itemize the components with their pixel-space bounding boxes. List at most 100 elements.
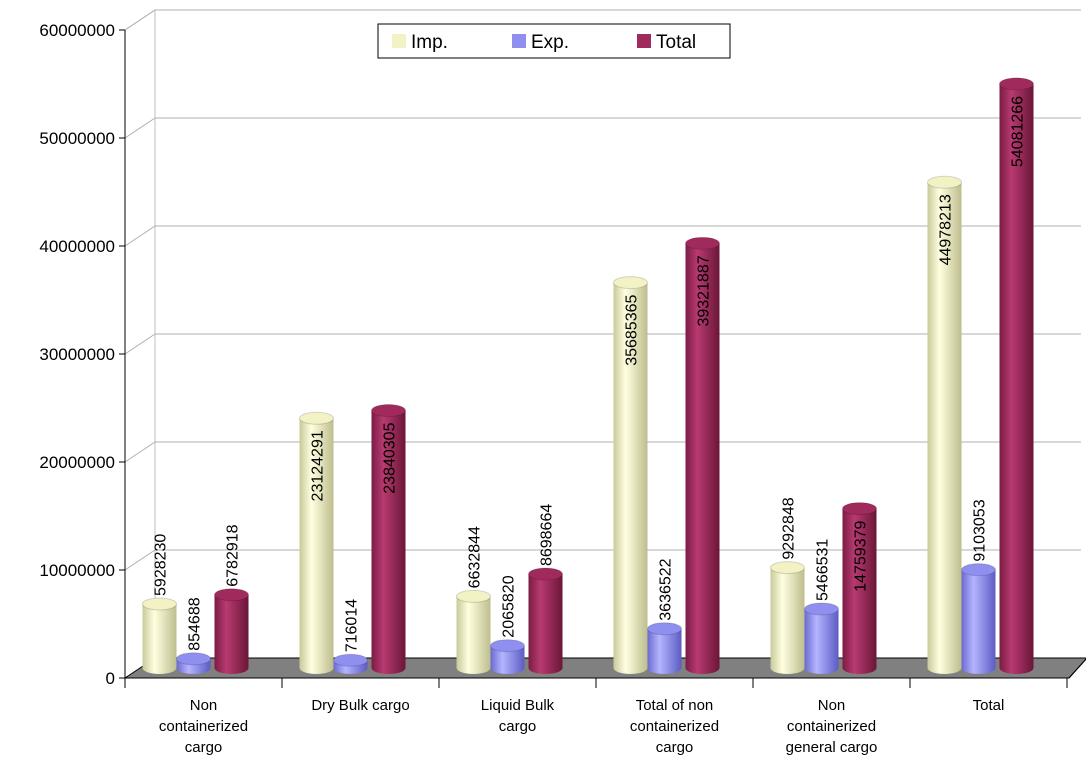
bar [961, 563, 996, 674]
bar-top [999, 77, 1034, 91]
bar [647, 622, 682, 674]
bar-top [804, 602, 839, 616]
bar-body [647, 628, 682, 674]
gridlines [124, 9, 1081, 571]
data-label: 8698664 [539, 504, 556, 566]
bar-body [685, 243, 720, 675]
category-label: Dry Bulk cargo [311, 697, 409, 714]
bar-top [490, 639, 525, 653]
bar-top [371, 404, 406, 418]
bar [927, 175, 962, 675]
legend: Imp. Exp. Total [377, 23, 731, 59]
bar [299, 411, 334, 674]
bar-body [961, 569, 996, 674]
category-label: Total [973, 697, 1005, 714]
bar-top [770, 561, 805, 575]
category-label: Liquid Bulk cargo [481, 697, 555, 735]
data-labels: 5928230 854688 6782918 23124291 716014 238403… [153, 96, 1027, 652]
bar [804, 602, 839, 674]
y-tick-label: 50000000 [39, 129, 115, 148]
data-label: 3636522 [658, 558, 675, 620]
bar [528, 567, 563, 674]
bar-top [456, 589, 491, 603]
bar-body [528, 574, 563, 674]
bar-top [528, 567, 563, 581]
bar [176, 652, 211, 674]
bar-top [685, 236, 720, 250]
data-label: 5928230 [153, 534, 170, 596]
bar-top [961, 563, 996, 577]
legend-swatch [637, 34, 651, 48]
bar-body [142, 603, 177, 674]
data-label: 9292848 [781, 497, 798, 559]
data-label: 39321887 [696, 255, 713, 326]
bar-body [214, 594, 249, 674]
category-label: Non containerized cargo [159, 697, 248, 756]
bars [142, 77, 1034, 675]
gridline [124, 333, 1081, 355]
bar-top [647, 622, 682, 636]
bar-top [333, 653, 368, 667]
bar-top [214, 588, 249, 602]
bar-body [371, 410, 406, 674]
y-tick-label: 60000000 [39, 21, 115, 40]
legend-label: Exp. [531, 32, 569, 53]
data-label: 23840305 [382, 422, 399, 493]
y-tick-label: 10000000 [39, 561, 115, 580]
bar-top [299, 411, 334, 425]
bar [333, 653, 368, 674]
legend-label: Total [656, 32, 696, 53]
legend-swatch [512, 34, 526, 48]
legend-label: Imp. [411, 32, 448, 53]
data-label: 35685365 [624, 294, 641, 365]
category-label: Non containerized general cargo [786, 697, 878, 756]
y-tick-label: 0 [106, 669, 115, 688]
data-label: 854688 [187, 597, 204, 650]
bar-body [999, 83, 1034, 675]
data-label: 6782918 [225, 524, 242, 586]
legend-box [377, 23, 731, 59]
data-label: 23124291 [310, 430, 327, 501]
gridline [124, 441, 1081, 463]
y-tick-label: 30000000 [39, 345, 115, 364]
data-label: 6632844 [467, 526, 484, 588]
data-label: 54081266 [1010, 96, 1027, 167]
bar-body [804, 608, 839, 674]
bar-top [927, 175, 962, 189]
bar [456, 589, 491, 674]
bar [490, 639, 525, 674]
gridline [124, 117, 1081, 139]
bar [999, 77, 1034, 675]
data-label: 9103053 [972, 499, 989, 561]
bar [842, 502, 877, 674]
bar-body [927, 182, 962, 675]
gridline [124, 549, 1081, 571]
bar [770, 561, 805, 674]
bar [371, 404, 406, 674]
bar-body [490, 645, 525, 674]
data-label: 716014 [344, 599, 361, 652]
bar-top [142, 597, 177, 611]
gridline [124, 9, 1081, 31]
data-label: 2065820 [501, 575, 518, 637]
bar-top [613, 276, 648, 290]
bar [613, 276, 648, 674]
gridline [124, 225, 1081, 247]
bar [142, 597, 177, 674]
data-label: 5466531 [815, 539, 832, 601]
bar-body [842, 508, 877, 674]
bar-top [176, 652, 211, 666]
y-tick-label: 40000000 [39, 237, 115, 256]
bar [685, 236, 720, 675]
bar-body [770, 567, 805, 674]
bar-body [299, 418, 334, 674]
bar-top [842, 502, 877, 516]
data-label: 14759379 [853, 520, 870, 591]
y-tick-label: 20000000 [39, 453, 115, 472]
data-label: 44978213 [938, 194, 955, 265]
bar-body [613, 282, 648, 674]
bar-body [456, 596, 491, 674]
axes: 0 10000000 20000000 30000000 40000000 5000000… [39, 21, 1086, 756]
bar [214, 588, 249, 674]
